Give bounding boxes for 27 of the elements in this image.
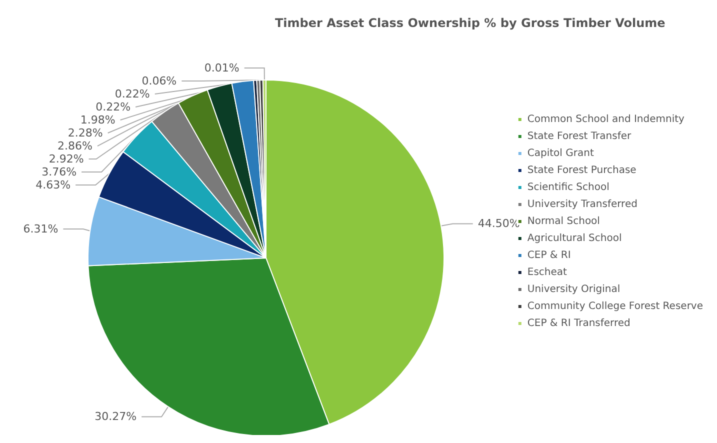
data-label: 2.86%	[58, 140, 92, 153]
data-label: 0.06%	[142, 74, 177, 88]
data-label: 2.28%	[68, 126, 103, 140]
data-label: 0.01%	[204, 62, 240, 75]
legend-label: Agricultural School	[527, 233, 622, 244]
data-label: 3.76%	[42, 166, 77, 179]
data-label: 2.92%	[48, 152, 84, 166]
legend-label: Escheat	[527, 267, 568, 278]
legend-label: Common School and Indemnity	[527, 114, 685, 125]
data-label: 6.31%	[23, 222, 58, 236]
data-label: 30.27%	[94, 410, 137, 424]
data-label: 44.50%	[478, 217, 520, 230]
legend-label: Normal School	[527, 216, 600, 227]
data-label: 4.63%	[36, 178, 71, 192]
legend-label: State Forest Purchase	[527, 165, 636, 176]
legend-label: CEP & RI	[527, 250, 571, 261]
data-label: 1.98%	[80, 114, 116, 127]
legend-label: University Original	[527, 284, 620, 295]
legend-label: Capitol Grant	[527, 148, 594, 159]
data-label: 0.22%	[114, 88, 150, 101]
legend-label: Community College Forest Reserve	[527, 301, 704, 312]
chart-title: Timber Asset Class Ownership % by Gross Timber Volume	[275, 16, 666, 30]
legend-label: CEP & RI Transferred	[527, 318, 630, 329]
legend-label: Scientific School	[527, 182, 610, 193]
legend-label: State Forest Transfer	[527, 131, 632, 142]
legend-label: University Transferred	[527, 199, 638, 210]
data-label: 0.22%	[96, 100, 131, 114]
